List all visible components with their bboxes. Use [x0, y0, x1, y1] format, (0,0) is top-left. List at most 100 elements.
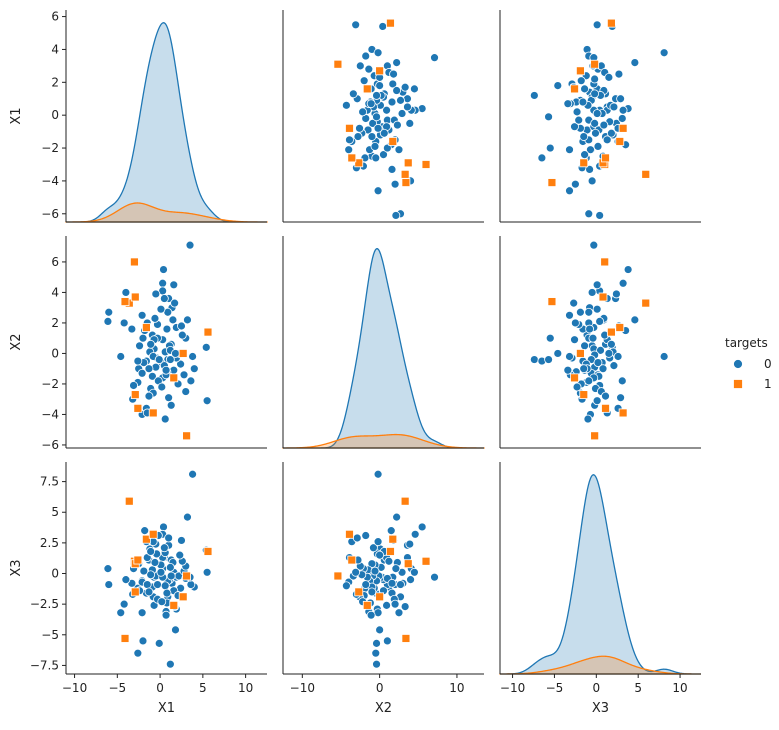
point-87 [366, 99, 376, 109]
point-56 [150, 313, 160, 323]
point-88 [154, 355, 164, 364]
point-87 [563, 99, 573, 109]
point-71 [400, 82, 410, 92]
point-80 [133, 356, 143, 366]
point-68 [613, 352, 623, 361]
point-3 [618, 105, 628, 115]
point-50 [345, 135, 354, 145]
point-101 [178, 592, 188, 602]
point-42 [591, 128, 600, 138]
point-89 [392, 58, 402, 67]
x-axis-title: X3 [592, 701, 609, 716]
point-69 [572, 107, 582, 117]
point-77 [202, 396, 212, 406]
point-0 [159, 265, 168, 274]
point-79 [165, 659, 175, 669]
point-90 [124, 496, 134, 506]
y-tick-label: −2 [41, 377, 59, 391]
point-78 [188, 469, 197, 479]
point-50 [602, 135, 612, 145]
panel-x3-vs-x1: −7.5 −5 −2.5 0 2.5 5 7.5 X3 −10 −5 0 5 10 X1 [9, 462, 267, 716]
point-70 [585, 165, 595, 174]
legend-title: targets [725, 336, 768, 350]
point-72 [144, 364, 154, 374]
y-tick-label: −4 [41, 407, 59, 421]
point-62 [166, 400, 176, 410]
point-36 [147, 371, 157, 381]
point-10 [396, 95, 405, 105]
panel-x3-vs-x2: −10 0 10 X2 [282, 462, 484, 716]
point-40 [576, 76, 586, 86]
point-71 [569, 298, 579, 308]
point-29 [369, 543, 378, 553]
point-59 [592, 304, 602, 314]
y-tick-label: −6 [41, 207, 59, 221]
point-63 [580, 150, 589, 160]
point-48 [344, 145, 354, 155]
point-95 [615, 323, 625, 332]
point-52 [382, 600, 391, 610]
point-61 [593, 358, 603, 367]
kde-x2-class-0 [283, 248, 484, 449]
point-72 [144, 587, 154, 597]
point-62 [166, 571, 176, 581]
y-axis-title: X3 [9, 559, 24, 576]
point-77 [592, 20, 602, 30]
x-tick-label: −10 [62, 681, 87, 695]
x-axis-title: X2 [375, 701, 392, 716]
kde-x2-class-1 [282, 433, 485, 449]
point-96 [570, 373, 579, 383]
point-3 [410, 529, 420, 539]
point-67 [189, 364, 199, 374]
point-69 [358, 107, 368, 117]
point-21 [165, 562, 175, 572]
point-11 [201, 342, 211, 352]
point-35 [179, 370, 189, 380]
point-2 [394, 145, 404, 155]
y-axis-title: X2 [9, 333, 24, 350]
point-40 [359, 76, 369, 86]
point-89 [630, 315, 640, 325]
point-8 [151, 289, 161, 299]
point-78 [659, 48, 669, 58]
y-tick-label: −7.5 [30, 658, 59, 672]
point-87 [366, 610, 376, 620]
point-86 [553, 81, 563, 90]
y-tick-label: 2 [51, 75, 59, 89]
point-5 [410, 567, 419, 577]
point-91 [130, 257, 139, 267]
point-61 [139, 566, 149, 576]
x-tick-label: 10 [238, 681, 253, 695]
point-82 [587, 176, 597, 186]
point-66 [604, 72, 614, 82]
point-69 [157, 597, 167, 607]
point-60 [177, 330, 187, 340]
legend-marker-1 [733, 379, 743, 389]
point-93 [547, 178, 557, 187]
y-tick-label: 5 [51, 505, 59, 519]
point-97 [386, 18, 395, 28]
point-55 [588, 333, 598, 343]
point-1 [386, 526, 396, 536]
kde-x3-class-0 [500, 474, 701, 675]
point-76 [103, 317, 113, 326]
panel-x1-vs-x2 [282, 10, 484, 223]
point-63 [379, 150, 388, 160]
point-53 [162, 324, 172, 334]
y-tick-label: 6 [51, 255, 59, 269]
x-tick-label: 10 [449, 681, 464, 695]
point-17 [153, 580, 162, 589]
point-90 [400, 496, 410, 506]
x-tick-label: 10 [672, 681, 687, 695]
point-101 [178, 349, 188, 358]
point-53 [162, 588, 172, 598]
kde-x3-class-1 [499, 655, 702, 675]
point-83 [177, 536, 186, 545]
point-49 [341, 100, 351, 110]
point-93 [547, 297, 557, 306]
point-13 [388, 79, 398, 89]
point-99 [333, 571, 343, 581]
y-tick-label: 0 [51, 567, 59, 581]
point-10 [576, 307, 585, 317]
point-75 [584, 209, 594, 219]
